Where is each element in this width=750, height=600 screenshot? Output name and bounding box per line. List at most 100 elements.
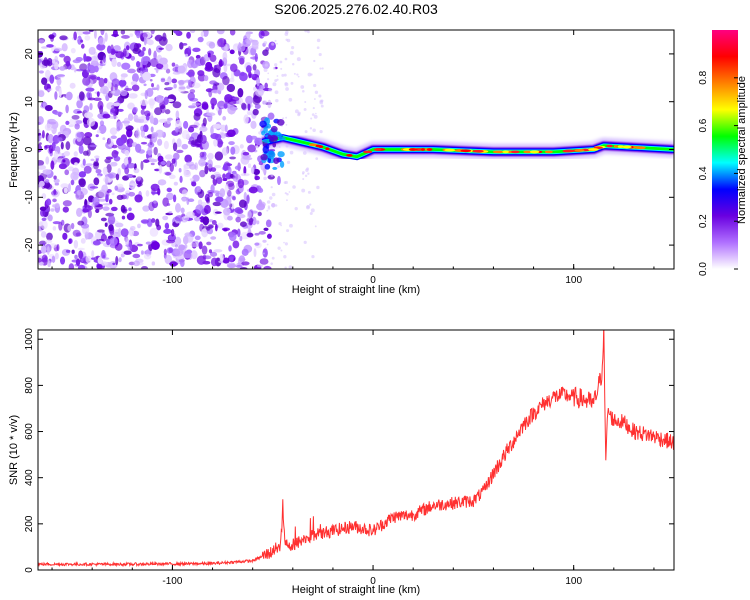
noise-speck xyxy=(258,230,266,235)
noise-speck xyxy=(194,218,202,222)
noise-speck xyxy=(284,242,288,246)
noise-speck xyxy=(62,206,69,213)
noise-speck xyxy=(306,167,309,171)
noise-speck xyxy=(109,127,118,135)
noise-speck xyxy=(120,30,126,35)
noise-speck xyxy=(149,79,153,82)
noise-speck xyxy=(51,255,56,264)
noise-speck xyxy=(59,256,66,265)
trace-hotspot xyxy=(511,150,520,154)
noise-speck xyxy=(143,253,152,260)
noise-speck xyxy=(316,46,320,50)
noise-speck xyxy=(78,178,86,188)
noise-speck xyxy=(71,157,81,164)
noise-speck xyxy=(115,173,120,181)
noise-speck xyxy=(44,239,53,244)
trace-onset-blob xyxy=(263,126,268,134)
noise-speck xyxy=(206,197,210,204)
noise-speck xyxy=(232,240,240,249)
colorbar-tick-label: 0.8 xyxy=(698,70,709,84)
noise-speck xyxy=(303,107,307,111)
noise-speck xyxy=(147,39,154,46)
noise-speck xyxy=(213,249,223,253)
noise-speck xyxy=(284,180,288,185)
noise-speck xyxy=(126,139,130,145)
snr-x-axis: -100 0 100 xyxy=(51,330,655,587)
noise-speck xyxy=(172,194,177,203)
noise-speck xyxy=(98,37,106,46)
trace-hotspot xyxy=(529,150,538,154)
noise-speck xyxy=(96,43,106,51)
trace-hotspot xyxy=(363,150,373,154)
noise-speck xyxy=(181,189,188,196)
noise-speck xyxy=(201,245,208,255)
noise-speck xyxy=(93,65,99,73)
noise-speck xyxy=(255,88,264,97)
noise-speck xyxy=(123,250,132,255)
noise-speck xyxy=(84,35,91,41)
noise-speck xyxy=(247,112,252,116)
noise-speck xyxy=(288,97,293,102)
noise-speck xyxy=(245,37,254,45)
noise-speck xyxy=(262,49,269,57)
noise-speck xyxy=(302,178,305,181)
noise-speck xyxy=(201,134,207,145)
noise-speck xyxy=(239,235,243,242)
noise-speck xyxy=(175,119,182,129)
trace-onset-blob xyxy=(266,123,272,129)
noise-speck xyxy=(202,117,207,127)
trace-onset-blob xyxy=(270,125,278,133)
noise-speck xyxy=(122,209,127,214)
noise-speck xyxy=(232,196,236,201)
noise-speck xyxy=(164,222,170,230)
noise-speck xyxy=(78,250,84,259)
noise-speck xyxy=(259,258,269,265)
trace-onset-blob xyxy=(275,131,281,135)
noise-speck xyxy=(263,41,268,45)
noise-speck xyxy=(209,54,217,62)
noise-speck xyxy=(311,113,315,116)
noise-speck xyxy=(82,158,86,166)
noise-speck xyxy=(310,208,315,213)
noise-speck xyxy=(128,207,132,212)
noise-speck xyxy=(46,44,54,48)
noise-speck xyxy=(204,165,209,175)
noise-speck xyxy=(114,185,118,191)
noise-speck xyxy=(263,265,272,269)
noise-speck xyxy=(154,34,163,42)
noise-speck xyxy=(71,114,80,120)
noise-speck xyxy=(186,211,195,218)
noise-speck xyxy=(117,108,124,112)
noise-speck xyxy=(234,165,241,170)
noise-speck xyxy=(288,265,293,269)
noise-speck xyxy=(71,249,75,254)
noise-speck xyxy=(296,73,299,76)
noise-speck xyxy=(76,110,83,114)
noise-speck xyxy=(269,196,273,200)
noise-speck xyxy=(304,101,307,104)
y-tick-label: 400 xyxy=(24,469,35,486)
noise-speck xyxy=(222,163,228,172)
noise-speck xyxy=(214,174,222,178)
noise-speck xyxy=(65,120,70,125)
noise-speck xyxy=(104,32,108,42)
noise-speck xyxy=(312,107,315,110)
noise-speck xyxy=(224,197,232,206)
noise-speck xyxy=(187,46,192,54)
noise-speck xyxy=(50,208,55,212)
noise-speck xyxy=(262,239,267,243)
noise-speck xyxy=(177,79,186,85)
noise-speck xyxy=(220,124,226,132)
snr-frame xyxy=(37,329,675,571)
noise-speck xyxy=(174,248,184,257)
noise-speck xyxy=(83,165,92,174)
noise-speck xyxy=(113,102,121,107)
noise-speck xyxy=(190,250,198,260)
noise-speck xyxy=(278,222,282,226)
trace-onset-blob xyxy=(259,120,267,128)
noise-speck xyxy=(212,123,222,129)
noise-speck xyxy=(136,176,142,182)
noise-speck xyxy=(195,204,204,214)
noise-speck xyxy=(41,59,51,66)
noise-speck xyxy=(159,105,166,109)
